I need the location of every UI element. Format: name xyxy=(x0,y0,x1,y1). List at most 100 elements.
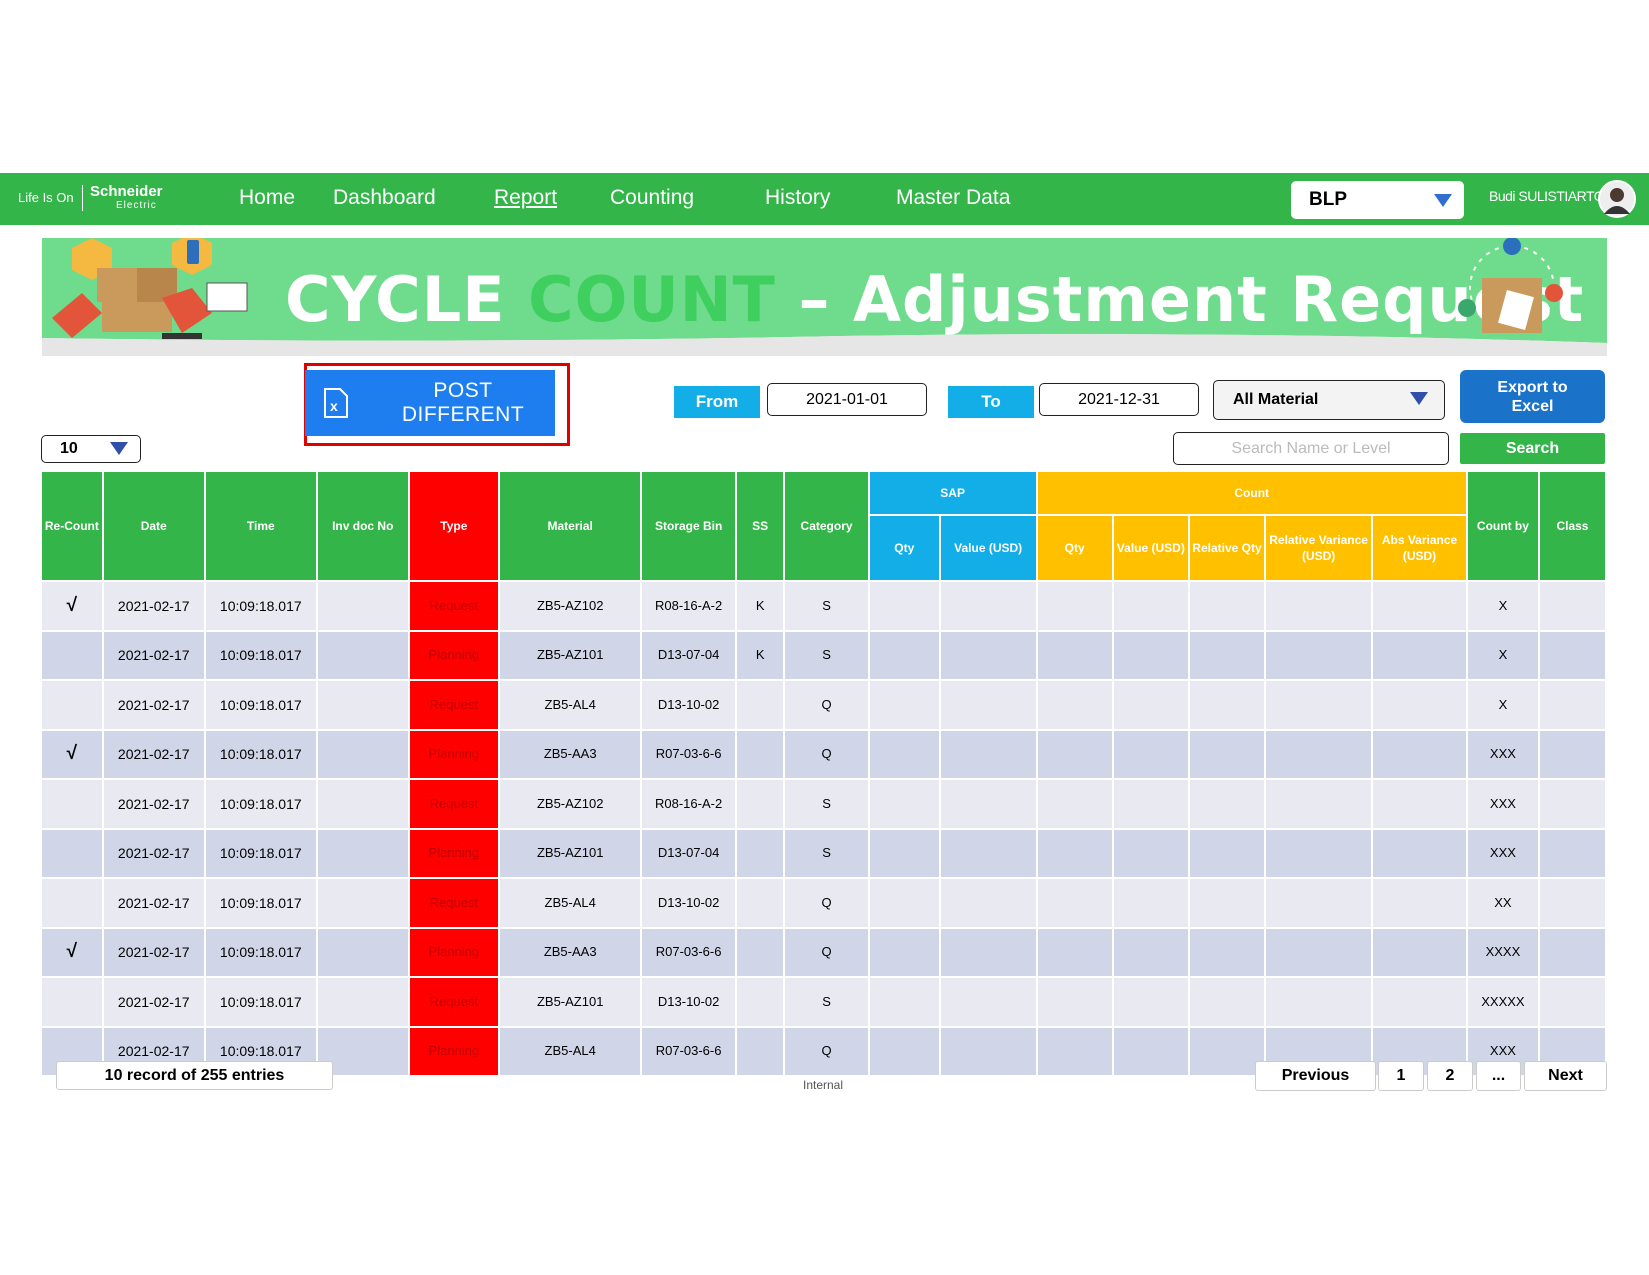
cell-type: Request xyxy=(409,681,499,729)
cell-ss xyxy=(736,928,784,976)
user-name[interactable]: Budi SULISTIARTO xyxy=(1489,188,1605,204)
page-button[interactable]: 2 xyxy=(1427,1061,1473,1091)
nav-link[interactable]: Report xyxy=(494,186,558,209)
cell-recount xyxy=(42,780,102,828)
table-row: 2021-02-17 10:09:18.017 Planning ZB5-AZ101 D… xyxy=(42,829,1605,877)
cell-abs-var xyxy=(1373,879,1466,927)
cell-inv-doc xyxy=(317,730,408,778)
column-header: Storage Bin xyxy=(642,472,735,580)
cell-ss xyxy=(736,681,784,729)
cell-type: Planning xyxy=(409,928,499,976)
cell-rel-qty xyxy=(1189,879,1265,927)
cell-sap-qty xyxy=(869,730,939,778)
excel-icon: x xyxy=(324,388,348,418)
cell-sap-qty xyxy=(869,928,939,976)
cell-class xyxy=(1539,631,1605,679)
page-button[interactable]: ... xyxy=(1476,1061,1521,1091)
cell-sap-value xyxy=(940,978,1036,1026)
nav-link[interactable]: Home xyxy=(239,186,296,209)
search-button[interactable]: Search xyxy=(1460,433,1605,464)
classification: Internal xyxy=(803,1078,844,1092)
cell-count-by: X xyxy=(1467,631,1538,679)
cell-material: ZB5-AL4 xyxy=(500,1027,641,1075)
cell-rel-var xyxy=(1266,631,1372,679)
search-input[interactable]: Search Name or Level xyxy=(1173,432,1449,465)
column-header: Inv doc No xyxy=(317,472,408,580)
cell-ss xyxy=(736,879,784,927)
cell-count-qty xyxy=(1037,978,1112,1026)
right-illustration xyxy=(1458,238,1563,333)
cell-count-by: XXX xyxy=(1467,730,1538,778)
cell-rel-var xyxy=(1266,780,1372,828)
cell-rel-var xyxy=(1266,582,1372,630)
to-date[interactable]: 2021-12-31 xyxy=(1039,383,1199,416)
cell-count-qty xyxy=(1037,681,1112,729)
cell-abs-var xyxy=(1373,978,1466,1026)
cell-sap-value xyxy=(940,631,1036,679)
page-button[interactable]: Next xyxy=(1524,1061,1607,1091)
nav-link[interactable]: Master Data xyxy=(896,186,1011,209)
cell-ss xyxy=(736,780,784,828)
page-button[interactable]: 1 xyxy=(1378,1061,1424,1091)
cell-time: 10:09:18.017 xyxy=(205,978,316,1026)
cell-sap-qty xyxy=(869,829,939,877)
cell-category: S xyxy=(785,978,868,1026)
cell-material: ZB5-AA3 xyxy=(500,730,641,778)
site-select[interactable]: BLP xyxy=(1291,181,1464,219)
cell-count-value xyxy=(1113,879,1188,927)
column-header: Class xyxy=(1539,472,1605,580)
cell-class xyxy=(1539,780,1605,828)
cell-abs-var xyxy=(1373,829,1466,877)
cell-count-value xyxy=(1113,582,1188,630)
cell-sap-value xyxy=(940,681,1036,729)
cell-sap-qty xyxy=(869,631,939,679)
cell-recount xyxy=(42,681,102,729)
cell-bin: D13-10-02 xyxy=(642,879,735,927)
page-size-value: 10 xyxy=(60,440,78,457)
cell-category: S xyxy=(785,582,868,630)
to-label: To xyxy=(948,386,1034,418)
cell-count-by: X xyxy=(1467,681,1538,729)
post-button[interactable]: x POST DIFFERENT xyxy=(305,370,555,436)
cell-time: 10:09:18.017 xyxy=(205,631,316,679)
column-header: Qty xyxy=(1037,515,1112,580)
cell-count-qty xyxy=(1037,1027,1112,1075)
banner: CYCLE COUNT – Adjustment Request xyxy=(42,238,1607,356)
user-avatar[interactable] xyxy=(1598,180,1636,218)
cell-material: ZB5-AZ102 xyxy=(500,582,641,630)
cell-recount xyxy=(42,879,102,927)
table-wrap: Re-Count Date Time Inv doc No Type Material St… xyxy=(42,470,1607,1080)
nav-link[interactable]: Counting xyxy=(610,186,695,209)
cell-sap-value xyxy=(940,928,1036,976)
cell-count-qty xyxy=(1037,730,1112,778)
export-button[interactable]: Export to Excel xyxy=(1460,370,1605,423)
material-select[interactable]: All Material xyxy=(1213,380,1445,420)
cell-abs-var xyxy=(1373,582,1466,630)
group-header: Count xyxy=(1037,472,1466,514)
cell-count-qty xyxy=(1037,928,1112,976)
cell-category: Q xyxy=(785,928,868,976)
cell-ss xyxy=(736,1027,784,1075)
page-button[interactable]: Previous xyxy=(1255,1061,1376,1091)
cell-type: Request xyxy=(409,879,499,927)
cell-inv-doc xyxy=(317,928,408,976)
page-size-select[interactable]: 10 xyxy=(41,435,141,463)
from-date[interactable]: 2021-01-01 xyxy=(767,383,927,416)
cell-sap-value xyxy=(940,730,1036,778)
cell-material: ZB5-AZ101 xyxy=(500,978,641,1026)
cell-sap-qty xyxy=(869,582,939,630)
cell-rel-var xyxy=(1266,730,1372,778)
cell-count-value xyxy=(1113,631,1188,679)
logo-sub: Electric xyxy=(116,200,157,211)
cell-inv-doc xyxy=(317,681,408,729)
cell-rel-qty xyxy=(1189,978,1265,1026)
cell-count-by: XX xyxy=(1467,879,1538,927)
cell-count-by: XXXXX xyxy=(1467,978,1538,1026)
cell-rel-var xyxy=(1266,829,1372,877)
table-row: √ 2021-02-17 10:09:18.017 Request ZB5-AZ102 R… xyxy=(42,582,1605,630)
header-subrow: Qty Value (USD) Qty Value (USD) Relative Qty… xyxy=(42,515,1605,580)
nav-link[interactable]: Dashboard xyxy=(333,186,436,209)
nav-link[interactable]: History xyxy=(765,186,831,209)
cell-count-qty xyxy=(1037,780,1112,828)
cell-count-value xyxy=(1113,928,1188,976)
